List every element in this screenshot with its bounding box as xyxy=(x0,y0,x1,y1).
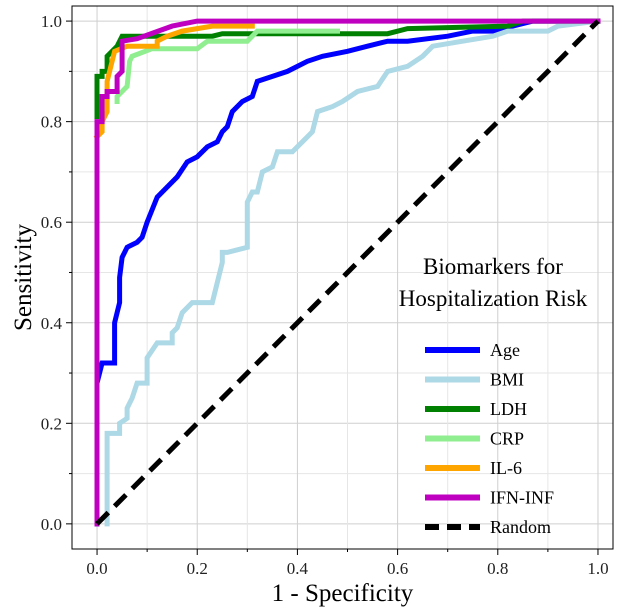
legend-label: LDH xyxy=(490,399,527,419)
series-line-age xyxy=(94,18,601,527)
x-tick-label: 0.8 xyxy=(487,559,508,578)
legend-label: CRP xyxy=(490,429,524,449)
series-lines xyxy=(93,18,601,527)
series-line-random xyxy=(95,19,600,526)
series-line-ldh xyxy=(94,18,601,120)
series-line-bmi xyxy=(104,18,601,527)
series-line-ifn-inf xyxy=(94,18,601,527)
axis-ticks: 0.0 0.2 0.4 0.6 0.8 1.0 0.0 0.2 0.4 0.6 0.8 1.0 xyxy=(41,12,609,578)
legend-label: Age xyxy=(490,340,520,360)
x-tick-label: 0.0 xyxy=(86,559,107,578)
y-tick-label: 1.0 xyxy=(41,12,62,31)
legend-label: IFN-INF xyxy=(490,488,554,508)
series-line-crp xyxy=(114,28,340,104)
x-tick-label: 0.6 xyxy=(387,559,408,578)
x-tick-label: 0.2 xyxy=(187,559,208,578)
y-tick-label: 0.8 xyxy=(41,113,62,132)
x-axis-label: 1 - Specificity xyxy=(272,580,414,607)
x-tick-label: 1.0 xyxy=(587,559,608,578)
y-axis-label: Sensitivity xyxy=(10,224,37,331)
legend-label: IL-6 xyxy=(490,458,522,478)
legend-label: Random xyxy=(490,517,551,537)
plot-frame xyxy=(71,5,614,550)
y-tick-label: 0.6 xyxy=(41,213,62,232)
y-tick-label: 0.4 xyxy=(41,314,63,333)
legend: Biomarkers for Hospitalization Risk Age BM… xyxy=(399,254,588,537)
x-tick-label: 0.4 xyxy=(287,559,309,578)
y-tick-label: 0.2 xyxy=(41,414,62,433)
legend-title: Biomarkers for Hospitalization Risk xyxy=(399,254,588,311)
legend-label: BMI xyxy=(490,370,524,390)
y-tick-label: 0.0 xyxy=(41,515,62,534)
